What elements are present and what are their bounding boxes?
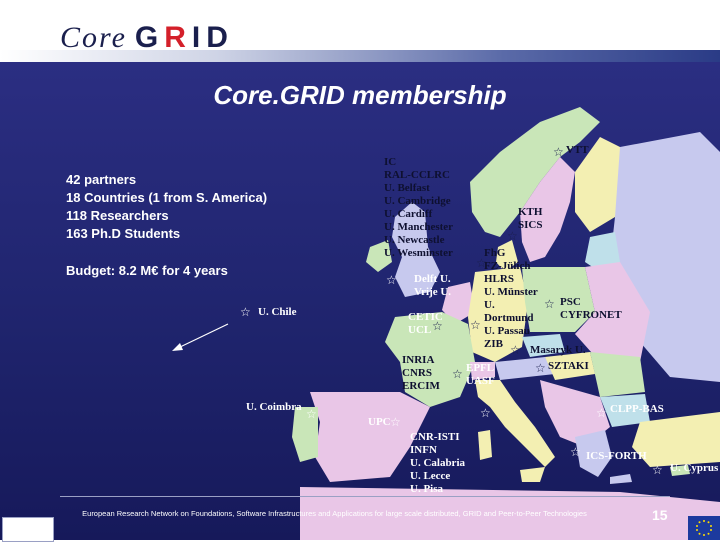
star-icon: ☆: [470, 318, 481, 332]
label-italian-partners: CNR-ISTI INFN U. Calabria U. Lecce U. Pi…: [410, 431, 465, 495]
label-u-coimbra: U. Coimbra: [246, 401, 302, 413]
map-romania: [590, 352, 645, 397]
map-spain: [310, 392, 430, 482]
label-u-cyprus: U. Cyprus: [670, 462, 719, 474]
eu-flag-icon: [688, 516, 720, 540]
map-balkans: [540, 380, 610, 447]
label-u-chile: U. Chile: [258, 306, 297, 318]
map-poland: [522, 267, 595, 332]
star-icon: ☆: [507, 229, 518, 243]
map-baltics: [585, 232, 620, 272]
label-sztaki: SZTAKI: [548, 360, 589, 372]
star-icon: ☆: [596, 406, 607, 420]
arrow-icon: [177, 323, 229, 349]
footer-divider: [60, 496, 670, 497]
star-icon: ☆: [240, 305, 251, 319]
ist-logo: [2, 517, 54, 542]
star-icon: ☆: [570, 445, 581, 459]
slide-body: Core.GRID membership 42 partners 18 Coun…: [0, 62, 720, 540]
label-french-partners: INRIA CNRS ERCIM: [402, 354, 440, 392]
map-hungary: [545, 352, 595, 380]
stat-researchers: 118 Researchers: [66, 208, 169, 223]
logo-grid-id: ID: [191, 21, 234, 54]
star-icon: ☆: [306, 407, 317, 421]
label-psc-cyfronet: PSC CYFRONET: [560, 296, 622, 321]
star-icon: ☆: [480, 406, 491, 420]
map-bulgaria: [600, 394, 650, 427]
map-denmark: [496, 240, 518, 272]
map-sicily: [520, 467, 545, 482]
label-delft-vrije: Delft U. Vrije U.: [414, 273, 452, 298]
label-german-partners: FhG FZ-Jülich HLRS U. Münster U. Dortmun…: [484, 247, 538, 350]
footer-text: European Research Network on Foundations…: [82, 509, 587, 518]
star-icon: ☆: [476, 256, 487, 270]
stat-phd-students: 163 Ph.D Students: [66, 226, 181, 241]
map-italy: [475, 380, 555, 467]
star-icon: ☆: [535, 361, 546, 375]
label-cetic-ucl: CETIC UCL: [408, 311, 443, 336]
map-crete: [610, 474, 632, 484]
stat-countries: 18 Countries (1 from S. America): [66, 190, 268, 205]
map-sardinia: [478, 430, 492, 460]
map-finland: [575, 137, 625, 232]
stat-partners: 42 partners: [66, 172, 137, 187]
map-germany: [468, 267, 528, 362]
arrow-head: [172, 343, 183, 351]
label-masaryk: Masaryk U.: [530, 344, 586, 356]
map-greece: [575, 430, 612, 477]
europe-map: [172, 107, 720, 540]
map-austria: [495, 357, 555, 380]
map-north-africa: [300, 487, 720, 540]
logo-grid-text: GRID: [135, 21, 234, 55]
star-icon: ☆: [386, 273, 397, 287]
header: Core GRID: [0, 0, 720, 68]
label-uk-partners: IC RAL-CCLRC U. Belfast U. Cambridge U. …: [384, 156, 454, 259]
star-icon: ☆: [544, 297, 555, 311]
page-number: 15: [652, 507, 668, 523]
logo-core-text: Core: [60, 21, 127, 54]
label-ics-forth: ICS-FORTH: [586, 450, 647, 462]
map-ukraine: [575, 262, 650, 362]
label-epfl-uasf: EPFL UASF: [466, 362, 495, 387]
map-uk: [392, 202, 440, 297]
logo-grid-r: R: [164, 21, 192, 54]
header-gradient-bar: [0, 50, 720, 62]
logo-grid-g: G: [134, 21, 165, 54]
map-ireland: [366, 240, 392, 272]
map-czech: [522, 334, 565, 357]
star-icon: ☆: [432, 319, 443, 333]
map-france: [385, 312, 475, 407]
star-icon: ☆: [390, 415, 401, 429]
label-kth-sics: KTH SICS: [518, 206, 543, 231]
label-upc: UPC: [368, 416, 391, 428]
map-sweden: [520, 157, 575, 262]
map-cyprus: [670, 465, 690, 476]
map-benelux: [442, 282, 475, 324]
label-clpp-bas: CLPP-BAS: [610, 403, 664, 415]
label-vtt: VTT: [566, 144, 589, 156]
budget-text: Budget: 8.2 M€ for 4 years: [66, 263, 228, 278]
map-switzerland: [470, 362, 495, 380]
map-turkey: [632, 412, 720, 467]
star-icon: ☆: [553, 145, 564, 159]
star-icon: ☆: [652, 463, 663, 477]
coregrid-logo: Core GRID: [60, 18, 234, 58]
star-icon: ☆: [510, 343, 521, 357]
map-norway: [470, 107, 600, 237]
star-icon: ☆: [452, 367, 463, 381]
slide-title: Core.GRID membership: [213, 80, 507, 110]
map-portugal: [292, 407, 318, 462]
